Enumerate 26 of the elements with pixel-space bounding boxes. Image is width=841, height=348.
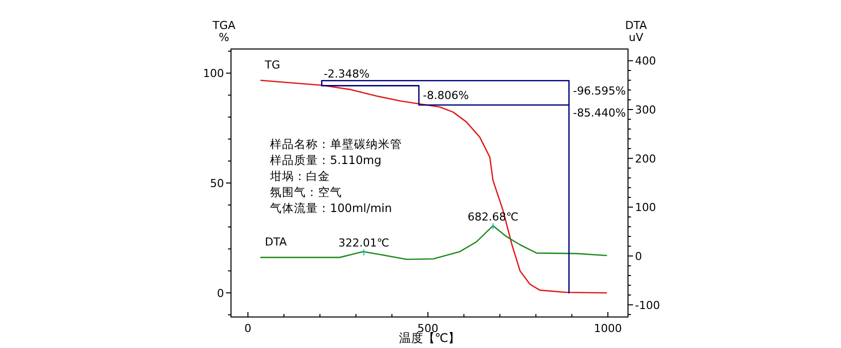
y2-tick-label: 100 [635,201,656,214]
y2-tick-label: 200 [635,152,656,166]
y2-axis-title: DTA uV [625,19,648,44]
y-tick-label: 0 [217,286,224,300]
series-label: DTA [264,235,288,248]
y2-tick-label: -100 [635,298,660,312]
annotation: 322.01℃ [338,236,390,250]
x-tick-label: 0 [244,322,252,335]
annotation: -8.806% [422,89,469,102]
annotation: 样品质量：5.110mg [270,153,382,167]
annotation: 样品名称：单壁碳纳米管 [270,137,402,151]
x-tick-label: 1000 [594,322,622,335]
series-label: TG [264,58,280,72]
y-tick-label: 100 [203,67,224,80]
annotation: 气体流量：100ml/min [270,201,392,215]
y-tick-label: 50 [210,177,224,190]
annotation: 氛围气：空气 [270,185,342,199]
annotation: -85.440% [572,106,626,120]
y2-tick-label: 0 [635,250,642,263]
y-axis-title: TGA % [212,19,236,44]
annotation: -96.595% [572,84,626,98]
x-axis-title: 温度【℃】 [398,331,460,345]
annotation: -2.348% [324,68,370,81]
annotation: 坩埚：白金 [269,169,330,183]
y2-tick-label: 400 [635,54,656,68]
y2-tick-label: 300 [635,104,656,117]
